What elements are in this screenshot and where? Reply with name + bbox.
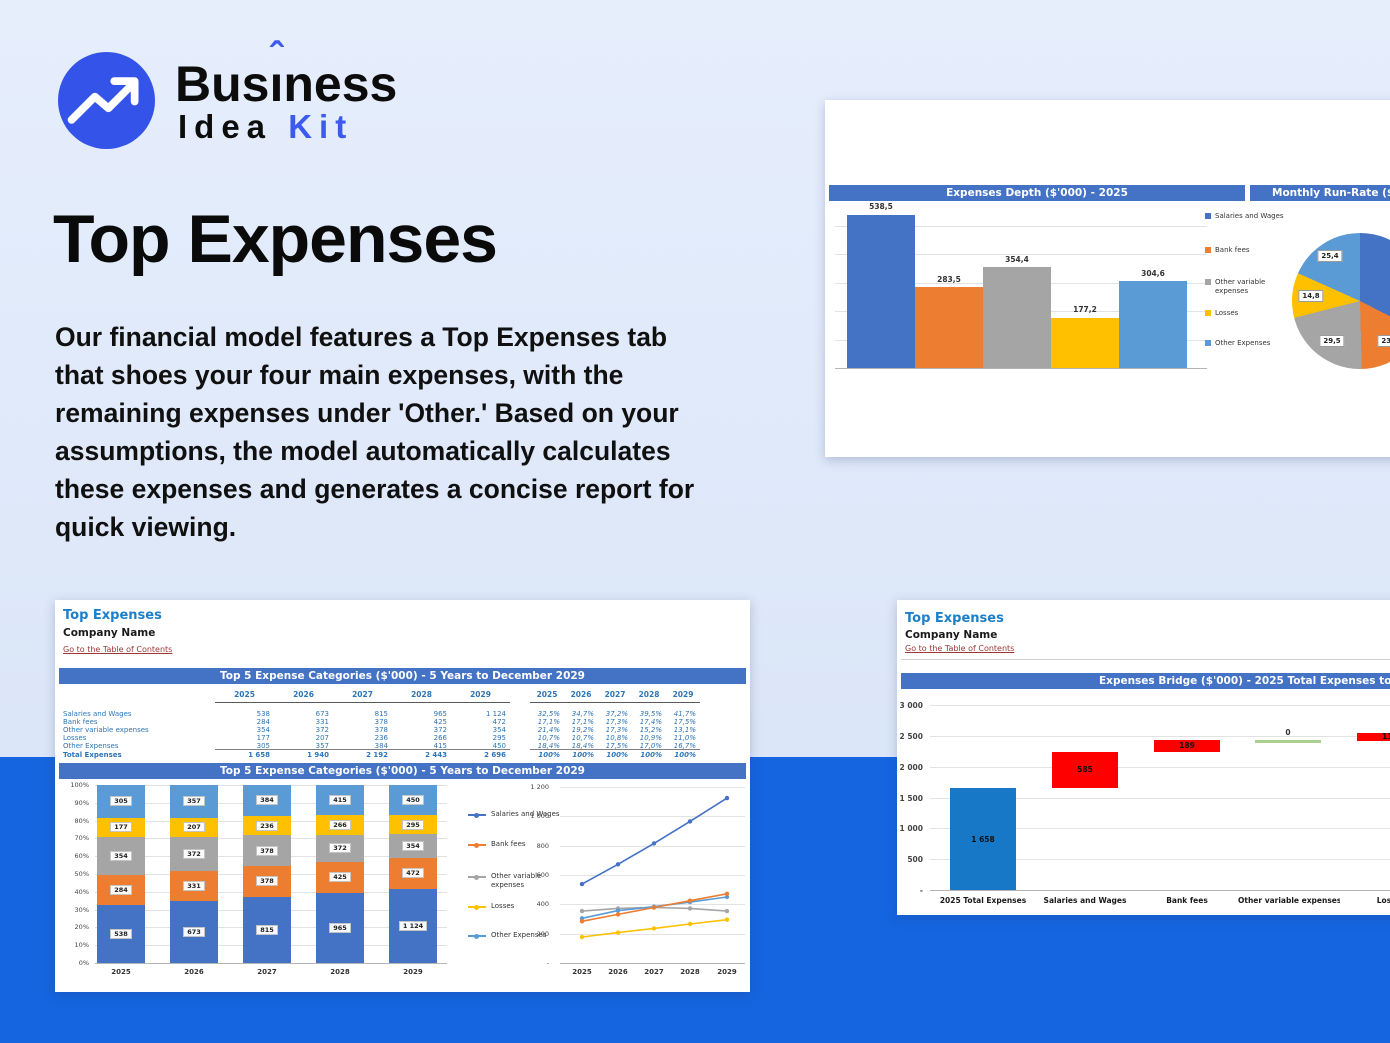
year-header-values: 2025 2026 2027 2028 2029	[215, 690, 510, 703]
stacked-x-label: 2027	[257, 968, 277, 976]
depth-bar-other-expenses	[1119, 281, 1187, 368]
brand-word-kit: Kit	[288, 108, 354, 145]
line-x-label: 2028	[680, 968, 700, 976]
chart-header-monthly-run-rate: Monthly Run-Rate ($'000	[1250, 185, 1390, 201]
legend-swatch	[1205, 213, 1211, 219]
legend-swatch	[1205, 310, 1211, 316]
stacked-bar-2027: 815 378 378 236 384	[243, 784, 291, 963]
trend-arrow-icon	[67, 77, 139, 124]
panel-expenses-bridge: Top Expenses Company Name Go to the Tabl…	[897, 600, 1390, 915]
legend-item-bank-fees: Bank fees	[1205, 246, 1291, 255]
pie-label-other-variable: 29,5	[1319, 335, 1345, 347]
legend-line-marker	[468, 904, 486, 910]
stacked-bar-2028: 965 425 372 266 415	[316, 784, 364, 963]
year-header-pcts: 2025 2026 2027 2028 2029	[530, 690, 700, 703]
legend-item-losses: Losses	[468, 902, 563, 911]
stacked-x-label: 2026	[184, 968, 204, 976]
stacked-bar-2029: 1 124 472 354 295 450	[389, 785, 437, 963]
legend-line-marker	[468, 812, 486, 818]
bridge-x-label: Salaries and Wages	[1043, 896, 1127, 905]
legend-item-salaries: Salaries and Wages	[468, 810, 563, 819]
bridge-x-label: 2025 Total Expenses	[939, 896, 1027, 905]
depth-bar-value: 177,2	[1073, 305, 1097, 314]
legend-item-bank-fees: Bank fees	[468, 840, 563, 849]
depth-bar-value: 283,5	[937, 275, 961, 284]
depth-bar-value: 538,5	[869, 202, 893, 211]
line-x-label: 2026	[608, 968, 628, 976]
panel-expenses-depth: Expenses Depth ($'000) - 2025 Monthly Ru…	[825, 100, 1390, 457]
panel-top5-expenses: Top Expenses Company Name Go to the Tabl…	[55, 600, 750, 992]
stacked-x-label: 2029	[403, 968, 423, 976]
legend-swatch	[1205, 340, 1211, 346]
legend-item-other-expenses: Other Expenses	[468, 931, 563, 940]
line-x-label: 2025	[572, 968, 592, 976]
depth-bar-salaries	[847, 214, 915, 368]
line-x-label: 2029	[717, 968, 737, 976]
bridge-bar-2025-total: 1 658	[950, 788, 1016, 890]
sheet-title: Top Expenses	[63, 608, 162, 623]
bridge-bar-bank-fees: 189	[1154, 740, 1220, 752]
sheet-title: Top Expenses	[905, 611, 1004, 626]
bridge-label-zero: 0	[1285, 728, 1291, 737]
logo-circle	[58, 52, 155, 149]
legend-item-other-variable: Other variable expenses	[468, 872, 563, 890]
bridge-section-header: Expenses Bridge ($'000) - 2025 Total Exp…	[901, 673, 1390, 689]
stacked-x-label: 2025	[111, 968, 131, 976]
pie-label-other-expenses: 25,4	[1317, 250, 1343, 262]
bridge-x-label: Losses	[1376, 896, 1390, 905]
line-chart	[579, 795, 730, 940]
page-title: Top Expenses	[53, 201, 498, 277]
table-section-header: Top 5 Expense Categories ($'000) - 5 Yea…	[59, 668, 746, 684]
chart-header-expenses-depth: Expenses Depth ($'000) - 2025	[829, 185, 1245, 201]
company-name: Company Name	[63, 627, 156, 639]
bridge-bar-other-variable	[1255, 739, 1321, 743]
chart-section-header: Top 5 Expense Categories ($'000) - 5 Yea…	[59, 763, 746, 779]
brand-word-ideakit: Idea Kit	[178, 108, 354, 145]
pie-label-bank-fees: 23,6	[1377, 335, 1390, 347]
divider-line	[901, 659, 1390, 660]
depth-bar-losses	[1051, 317, 1119, 368]
bridge-bar-salaries: 585	[1052, 751, 1118, 788]
legend-item-losses: Losses	[1205, 309, 1291, 318]
depth-bar-value: 304,6	[1141, 269, 1165, 278]
stacked-bar-2026: 673 331 372 207 357	[170, 784, 218, 963]
depth-bar-value: 354,4	[1005, 255, 1029, 264]
bridge-bar-losses: 118	[1357, 732, 1390, 741]
stacked-bar-2025: 538 284 354 177 305	[97, 785, 145, 963]
table-of-contents-link[interactable]: Go to the Table of Contents	[63, 645, 173, 654]
legend-item-other-variable: Other variable expenses	[1205, 278, 1291, 295]
legend-item-salaries: Salaries and Wages	[1205, 212, 1291, 221]
legend-item-other-expenses: Other Expenses	[1205, 339, 1291, 348]
legend-line-marker	[468, 874, 486, 880]
page-description: Our financial model features a Top Expen…	[55, 322, 695, 542]
company-name: Company Name	[905, 629, 998, 641]
line-x-label: 2027	[644, 968, 664, 976]
bridge-x-label: Other variable expenses	[1238, 896, 1340, 905]
legend-line-marker	[468, 933, 486, 939]
pie-label-losses: 14,8	[1298, 290, 1324, 302]
legend-swatch	[1205, 247, 1211, 253]
bridge-x-label: Bank fees	[1166, 896, 1208, 905]
table-of-contents-link[interactable]: Go to the Table of Contents	[905, 644, 1015, 653]
legend-swatch	[1205, 279, 1211, 285]
depth-bar-bank-fees	[915, 287, 983, 368]
depth-bar-other-variable	[983, 267, 1051, 368]
circumflex-accent: ˆ	[269, 35, 284, 80]
legend-line-marker	[468, 842, 486, 848]
stacked-x-label: 2028	[330, 968, 350, 976]
brand-word-business: Busı ˆ ness	[175, 35, 398, 112]
